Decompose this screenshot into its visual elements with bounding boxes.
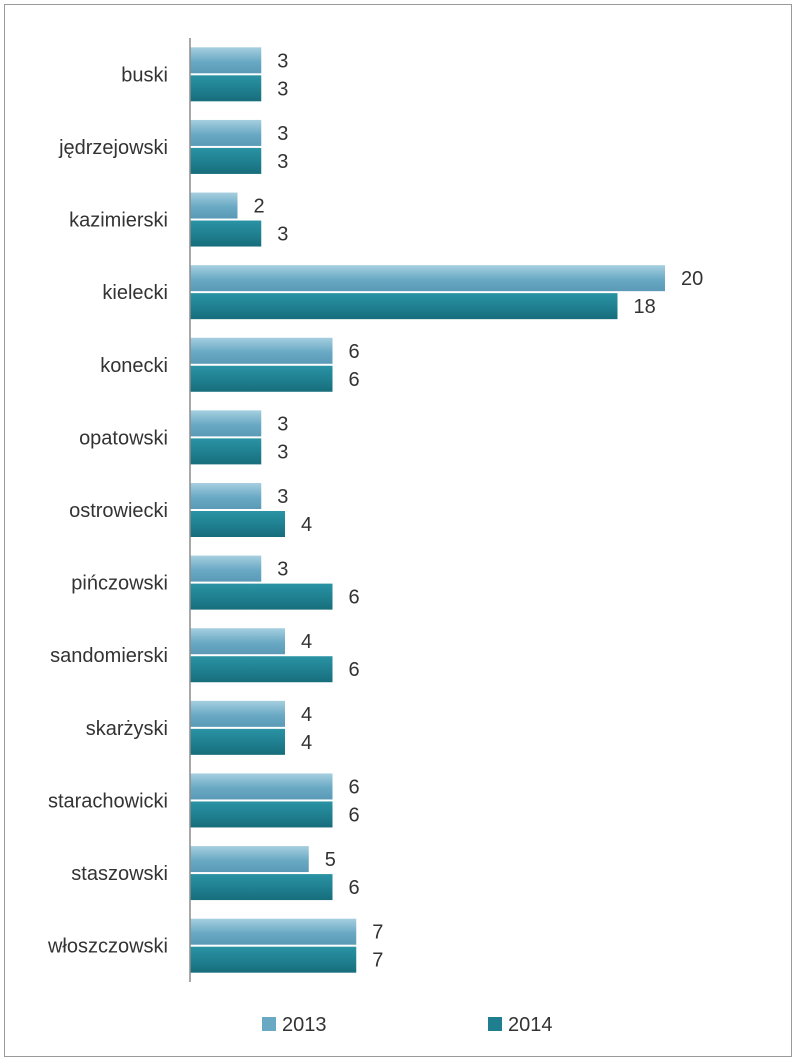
- data-label: 3: [277, 559, 288, 581]
- bar-2014: [190, 220, 262, 247]
- bar-2013: [190, 337, 333, 364]
- legend: 2013 2014: [262, 1014, 553, 1036]
- data-label: 7: [372, 922, 383, 944]
- data-label: 20: [681, 268, 703, 290]
- bars-layer: [190, 47, 665, 973]
- data-label: 2: [254, 196, 265, 218]
- bar-2013: [190, 846, 309, 873]
- legend-swatch-2013: [262, 1017, 276, 1031]
- data-label: 6: [349, 877, 360, 899]
- category-label: włoszczowski: [47, 936, 168, 958]
- bar-2013: [190, 918, 357, 945]
- bar-2013: [190, 700, 285, 727]
- category-label: kazimierski: [69, 210, 168, 232]
- data-label: 5: [325, 849, 336, 871]
- data-label: 4: [301, 704, 312, 726]
- category-label: konecki: [100, 355, 168, 377]
- bar-2014: [190, 946, 357, 973]
- bar-2014: [190, 147, 262, 174]
- bar-2013: [190, 483, 262, 509]
- category-label: sandomierski: [50, 645, 168, 667]
- legend-label-2014: 2014: [508, 1014, 553, 1036]
- data-label: 3: [277, 413, 288, 435]
- category-label: starachowicki: [48, 790, 168, 812]
- data-label: 3: [277, 123, 288, 145]
- bar-2014: [190, 293, 618, 320]
- data-label: 7: [372, 950, 383, 972]
- bar-2013: [190, 265, 665, 292]
- data-label: 3: [277, 151, 288, 173]
- bar-2014: [190, 874, 333, 901]
- data-label: 3: [277, 224, 288, 246]
- bar-2014: [190, 583, 333, 610]
- data-label: 3: [277, 50, 288, 72]
- bar-2014: [190, 801, 333, 828]
- data-label: 6: [349, 776, 360, 798]
- category-label: skarżyski: [86, 718, 168, 740]
- bar-2013: [190, 410, 262, 437]
- bar-2014: [190, 438, 262, 465]
- bar-2014: [190, 728, 285, 755]
- chart-frame: [4, 4, 792, 1057]
- data-label: 6: [349, 804, 360, 826]
- bar-2013: [190, 192, 238, 219]
- data-label: 4: [301, 732, 312, 754]
- bar-2013: [190, 47, 262, 74]
- data-label: 3: [277, 78, 288, 100]
- data-label: 6: [349, 587, 360, 609]
- bar-2014: [190, 75, 262, 102]
- bar-2014: [190, 656, 333, 683]
- category-label: opatowski: [79, 427, 168, 449]
- category-label: ostrowiecki: [69, 500, 168, 522]
- bar-2013: [190, 773, 333, 800]
- labels-layer: buski33jędrzejowski33kazimierski23kielec…: [47, 50, 703, 971]
- data-label: 6: [349, 341, 360, 363]
- data-label: 4: [301, 514, 312, 536]
- data-label: 3: [277, 441, 288, 463]
- data-label: 3: [277, 486, 288, 508]
- bar-2013: [190, 628, 285, 655]
- legend-swatch-2014: [488, 1017, 502, 1031]
- category-label: staszowski: [71, 863, 168, 885]
- category-label: kielecki: [102, 282, 168, 304]
- bar-2014: [190, 365, 333, 392]
- data-label: 6: [349, 369, 360, 391]
- data-label: 6: [349, 659, 360, 681]
- data-label: 18: [634, 296, 656, 318]
- bar-2014: [190, 511, 285, 537]
- category-label: buski: [121, 64, 168, 86]
- bar-2013: [190, 119, 262, 146]
- legend-label-2013: 2013: [282, 1014, 327, 1036]
- category-label: jędrzejowski: [58, 137, 168, 159]
- data-label: 4: [301, 631, 312, 653]
- bar-2013: [190, 555, 262, 582]
- category-label: pińczowski: [71, 573, 168, 595]
